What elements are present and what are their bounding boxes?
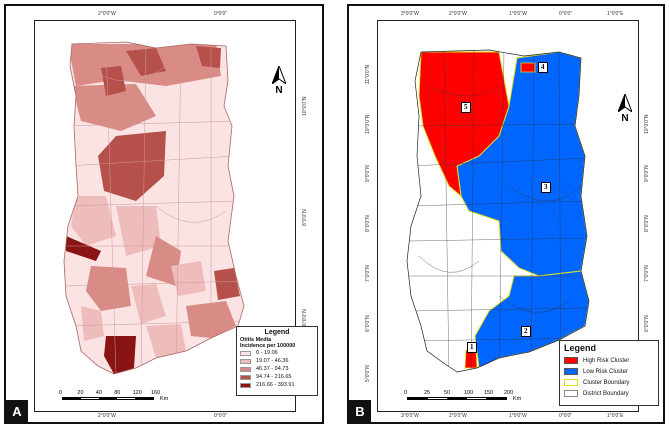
cluster-label-3: 3 [541, 182, 551, 193]
north-arrow-icon [618, 94, 632, 112]
tick-bottom-b-3: 0°0'0" [559, 413, 573, 419]
legend-a-label-2: 46.37 - 94.73 [256, 366, 289, 372]
scale-b-unit: Km [513, 396, 522, 402]
legend-b-label-2: Cluster Boundary [583, 379, 630, 386]
legend-a-class-1: 19.07 - 46.36 [240, 357, 314, 365]
legend-b-label-1: Low Risk Cluster [583, 368, 629, 375]
scale-b-tick-3: 100 [464, 390, 474, 396]
tick-top-b-1: 2°0'0"W [449, 11, 467, 17]
scale-bar-a [62, 397, 154, 400]
scale-a-tick-1: 20 [77, 390, 84, 396]
scale-a-tick-3: 80 [114, 390, 121, 396]
tick-top-a-0: 2°0'0"W [98, 11, 116, 17]
cluster-label-2: 2 [521, 326, 531, 337]
legend-subtitle-a: Otitis Media [240, 337, 272, 343]
north-arrow-b: N [615, 94, 635, 124]
tick-bottom-b-0: 3°0'0"W [401, 413, 419, 419]
tick-top-b-0: 3°0'0"W [401, 11, 419, 17]
tick-bottom-a-0: 2°0'0"W [98, 413, 116, 419]
legend-b-item-2: Cluster Boundary [564, 377, 654, 388]
legend-a-class-0: 0 - 19.06 [240, 349, 314, 357]
legend-a-swatch-4 [240, 382, 251, 388]
legend-title-b: Legend [564, 343, 597, 353]
north-arrow-icon [272, 66, 286, 84]
legend-b-label-3: District Boundary [583, 390, 629, 397]
legend-a-swatch-2 [240, 366, 251, 372]
tick-top-b-2: 1°0'0"W [509, 11, 527, 17]
scale-b-tick-2: 50 [444, 390, 451, 396]
legend-a-swatch-3 [240, 374, 251, 380]
legend-measure-a: Incidence per 100000 [240, 343, 296, 349]
tick-top-a-1: 0°0'0" [214, 11, 228, 17]
panel-letter-b: B [349, 400, 371, 422]
tick-top-b-3: 0°0'0" [559, 11, 573, 17]
legend-a-class-4: 216.66 - 393.91 [240, 381, 314, 389]
legend-a-class-2: 46.37 - 94.73 [240, 365, 314, 373]
legend-b-item-0: High Risk Cluster [564, 355, 654, 366]
tick-bottom-b-4: 1°0'0"E [607, 413, 624, 419]
legend-title-a: Legend [264, 329, 290, 336]
legend-a-class-3: 94.74 - 216.65 [240, 373, 314, 381]
north-label-b: N [621, 113, 629, 124]
legend-b-swatch-3 [564, 390, 578, 397]
scale-a-tick-5: 160 [151, 390, 161, 396]
panel-letter-a: A [6, 400, 28, 422]
cluster-label-5: 5 [461, 102, 471, 113]
choropleth-map-a [63, 41, 245, 375]
scalebar-a: 0 20 40 80 120 160 Km [59, 390, 168, 402]
tick-top-b-4: 1°0'0"E [607, 11, 624, 17]
scale-a-unit: Km [160, 396, 169, 402]
scalebar-b: 0 25 50 100 150 200 Km [404, 390, 521, 402]
legend-a: Legend Otitis Media Incidence per 100000… [236, 326, 318, 396]
scale-a-tick-2: 40 [95, 390, 102, 396]
cluster-map-b [406, 49, 590, 373]
north-arrow-a: N [269, 66, 289, 96]
legend-a-swatch-0 [240, 350, 251, 356]
scale-b-tick-5: 200 [504, 390, 514, 396]
legend-b-swatch-0 [564, 357, 578, 364]
scale-a-tick-4: 120 [132, 390, 142, 396]
legend-a-label-4: 216.66 - 393.91 [256, 382, 295, 388]
cluster-label-4: 4 [538, 62, 548, 73]
scale-b-tick-1: 25 [424, 390, 431, 396]
scale-b-tick-4: 150 [484, 390, 494, 396]
legend-b-label-0: High Risk Cluster [583, 357, 630, 364]
legend-a-swatch-1 [240, 358, 251, 364]
legend-a-label-0: 0 - 19.06 [256, 350, 278, 356]
panel-a: 2°0'0"W 0°0'0" 2°0'0"W 0°0'0" 10°0'0"N 8… [4, 4, 324, 424]
tick-bottom-b-2: 1°0'0"W [509, 413, 527, 419]
legend-b-item-3: District Boundary [564, 388, 654, 399]
scale-b-tick-0: 0 [404, 390, 408, 396]
panel-b: 3°0'0"W 2°0'0"W 1°0'0"W 0°0'0" 1°0'0"E 3°0'0"… [347, 4, 665, 424]
cluster-label-1: 1 [467, 342, 477, 353]
legend-b: Legend High Risk Cluster Low Risk Cluster… [559, 340, 659, 406]
legend-a-label-3: 94.74 - 216.65 [256, 374, 292, 380]
legend-b-swatch-1 [564, 368, 578, 375]
legend-b-swatch-2 [564, 379, 578, 386]
tick-bottom-b-1: 2°0'0"W [449, 413, 467, 419]
legend-a-label-1: 19.07 - 46.36 [256, 358, 289, 364]
scale-a-tick-0: 0 [59, 390, 63, 396]
tick-bottom-a-1: 0°0'0" [214, 413, 228, 419]
scale-bar-b [407, 397, 507, 400]
legend-b-item-1: Low Risk Cluster [564, 366, 654, 377]
north-label-a: N [275, 85, 283, 96]
